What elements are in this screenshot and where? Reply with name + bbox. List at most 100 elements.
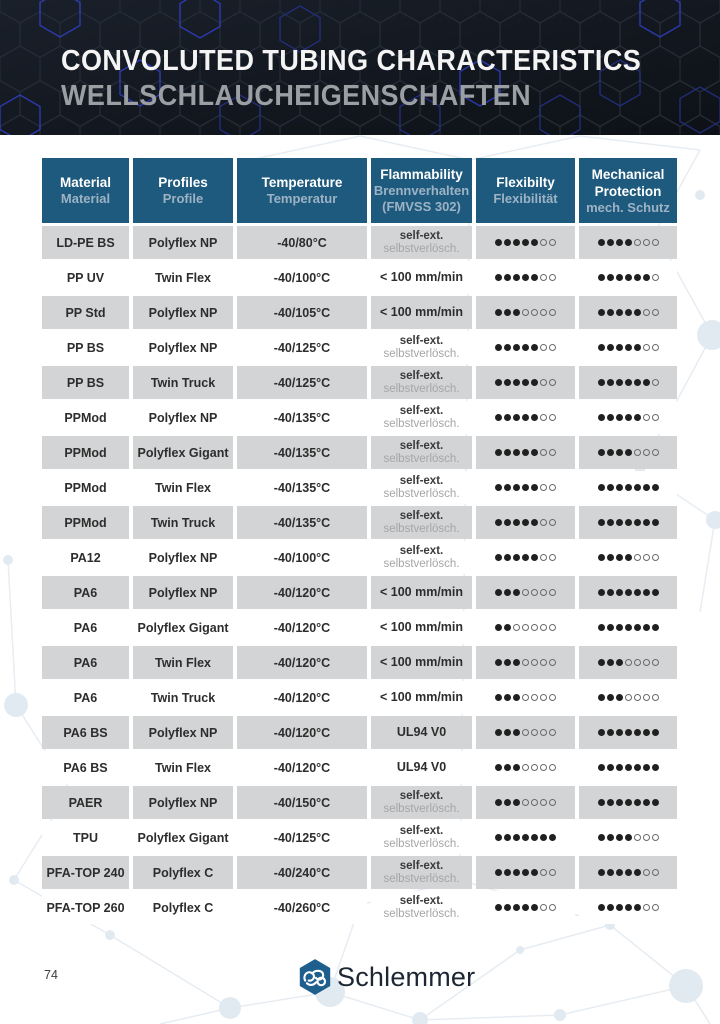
rating-dot — [513, 729, 520, 736]
table-row: PP BS Twin Truck -40/125°C self-ext. sel… — [42, 366, 677, 399]
flammability-cell: self-ext. selbstverlösch. — [371, 856, 472, 889]
flammability-cell: self-ext. selbstverlösch. — [371, 506, 472, 539]
flexibility-rating — [476, 436, 575, 469]
profile-cell: Polyflex NP — [133, 331, 233, 364]
rating-dot — [531, 239, 538, 246]
dot-rating-icon — [495, 694, 556, 701]
rating-dot — [642, 729, 650, 736]
rating-dot — [651, 344, 659, 351]
table-row: PA6 BS Twin Flex -40/120°C UL94 V0 — [42, 751, 677, 784]
flammability-cell: < 100 mm/min — [371, 296, 472, 329]
rating-dot — [624, 554, 632, 561]
rating-dot — [540, 274, 547, 281]
rating-dot — [549, 799, 556, 806]
rating-dot — [540, 834, 547, 841]
temperature-cell: -40/135°C — [237, 401, 367, 434]
mechanical-protection-rating — [579, 506, 677, 539]
rating-dot — [549, 764, 556, 771]
rating-dot — [531, 379, 538, 386]
rating-dot — [651, 589, 659, 596]
rating-dot — [597, 449, 605, 456]
material-cell: PAER — [42, 786, 129, 819]
rating-dot — [651, 484, 659, 491]
mechanical-protection-rating — [579, 296, 677, 329]
rating-dot — [540, 729, 547, 736]
table-row: PA12 Polyflex NP -40/100°C self-ext. sel… — [42, 541, 677, 574]
flexibility-rating — [476, 646, 575, 679]
rating-dot — [597, 379, 605, 386]
rating-dot — [633, 379, 641, 386]
flammability-cell: < 100 mm/min — [371, 681, 472, 714]
flammability-cell: < 100 mm/min — [371, 646, 472, 679]
material-cell: PPMod — [42, 436, 129, 469]
rating-dot — [495, 694, 502, 701]
rating-dot — [549, 519, 556, 526]
flexibility-rating — [476, 261, 575, 294]
flexibility-rating — [476, 786, 575, 819]
dot-rating-icon — [597, 904, 659, 911]
rating-dot — [651, 624, 659, 631]
profile-cell: Twin Flex — [133, 646, 233, 679]
rating-dot — [540, 519, 547, 526]
rating-dot — [606, 414, 614, 421]
temperature-cell: -40/120°C — [237, 576, 367, 609]
rating-dot — [549, 694, 556, 701]
rating-dot — [549, 449, 556, 456]
rating-dot — [597, 904, 605, 911]
schlemmer-logo: Schlemmer — [298, 958, 475, 996]
rating-dot — [606, 659, 614, 666]
rating-dot — [513, 309, 520, 316]
dot-rating-icon — [597, 274, 659, 281]
rating-dot — [615, 484, 623, 491]
rating-dot — [495, 869, 502, 876]
rating-dot — [513, 659, 520, 666]
rating-dot — [495, 449, 502, 456]
rating-dot — [522, 869, 529, 876]
rating-dot — [624, 834, 632, 841]
rating-dot — [540, 589, 547, 596]
rating-dot — [540, 554, 547, 561]
rating-dot — [522, 694, 529, 701]
rating-dot — [642, 904, 650, 911]
rating-dot — [540, 449, 547, 456]
rating-dot — [495, 554, 502, 561]
dot-rating-icon — [495, 764, 556, 771]
rating-dot — [531, 309, 538, 316]
material-cell: TPU — [42, 821, 129, 854]
rating-dot — [540, 309, 547, 316]
rating-dot — [504, 694, 511, 701]
rating-dot — [522, 904, 529, 911]
mechanical-protection-rating — [579, 681, 677, 714]
rating-dot — [615, 379, 623, 386]
flammability-cell: self-ext. selbstverlösch. — [371, 331, 472, 364]
dot-rating-icon — [495, 904, 556, 911]
rating-dot — [651, 904, 659, 911]
mechanical-protection-rating — [579, 611, 677, 644]
rating-dot — [540, 799, 547, 806]
dot-rating-icon — [597, 729, 659, 736]
dot-rating-icon — [597, 869, 659, 876]
rating-dot — [549, 589, 556, 596]
table-row: PP UV Twin Flex -40/100°C < 100 mm/min — [42, 261, 677, 294]
dot-rating-icon — [495, 729, 556, 736]
rating-dot — [624, 309, 632, 316]
dot-rating-icon — [597, 519, 659, 526]
rating-dot — [651, 309, 659, 316]
mechanical-protection-rating — [579, 541, 677, 574]
rating-dot — [495, 834, 502, 841]
mechanical-protection-rating — [579, 576, 677, 609]
flammability-cell: self-ext. selbstverlösch. — [371, 226, 472, 259]
mechanical-protection-rating — [579, 401, 677, 434]
column-header-mechanical-protection: Mechanical Protection mech. Schutz — [579, 158, 677, 223]
rating-dot — [597, 309, 605, 316]
rating-dot — [531, 834, 538, 841]
flammability-cell: self-ext. selbstverlösch. — [371, 471, 472, 504]
dot-rating-icon — [597, 379, 659, 386]
rating-dot — [522, 274, 529, 281]
rating-dot — [549, 834, 556, 841]
rating-dot — [549, 624, 556, 631]
dot-rating-icon — [495, 379, 556, 386]
rating-dot — [606, 589, 614, 596]
rating-dot — [651, 799, 659, 806]
rating-dot — [606, 554, 614, 561]
